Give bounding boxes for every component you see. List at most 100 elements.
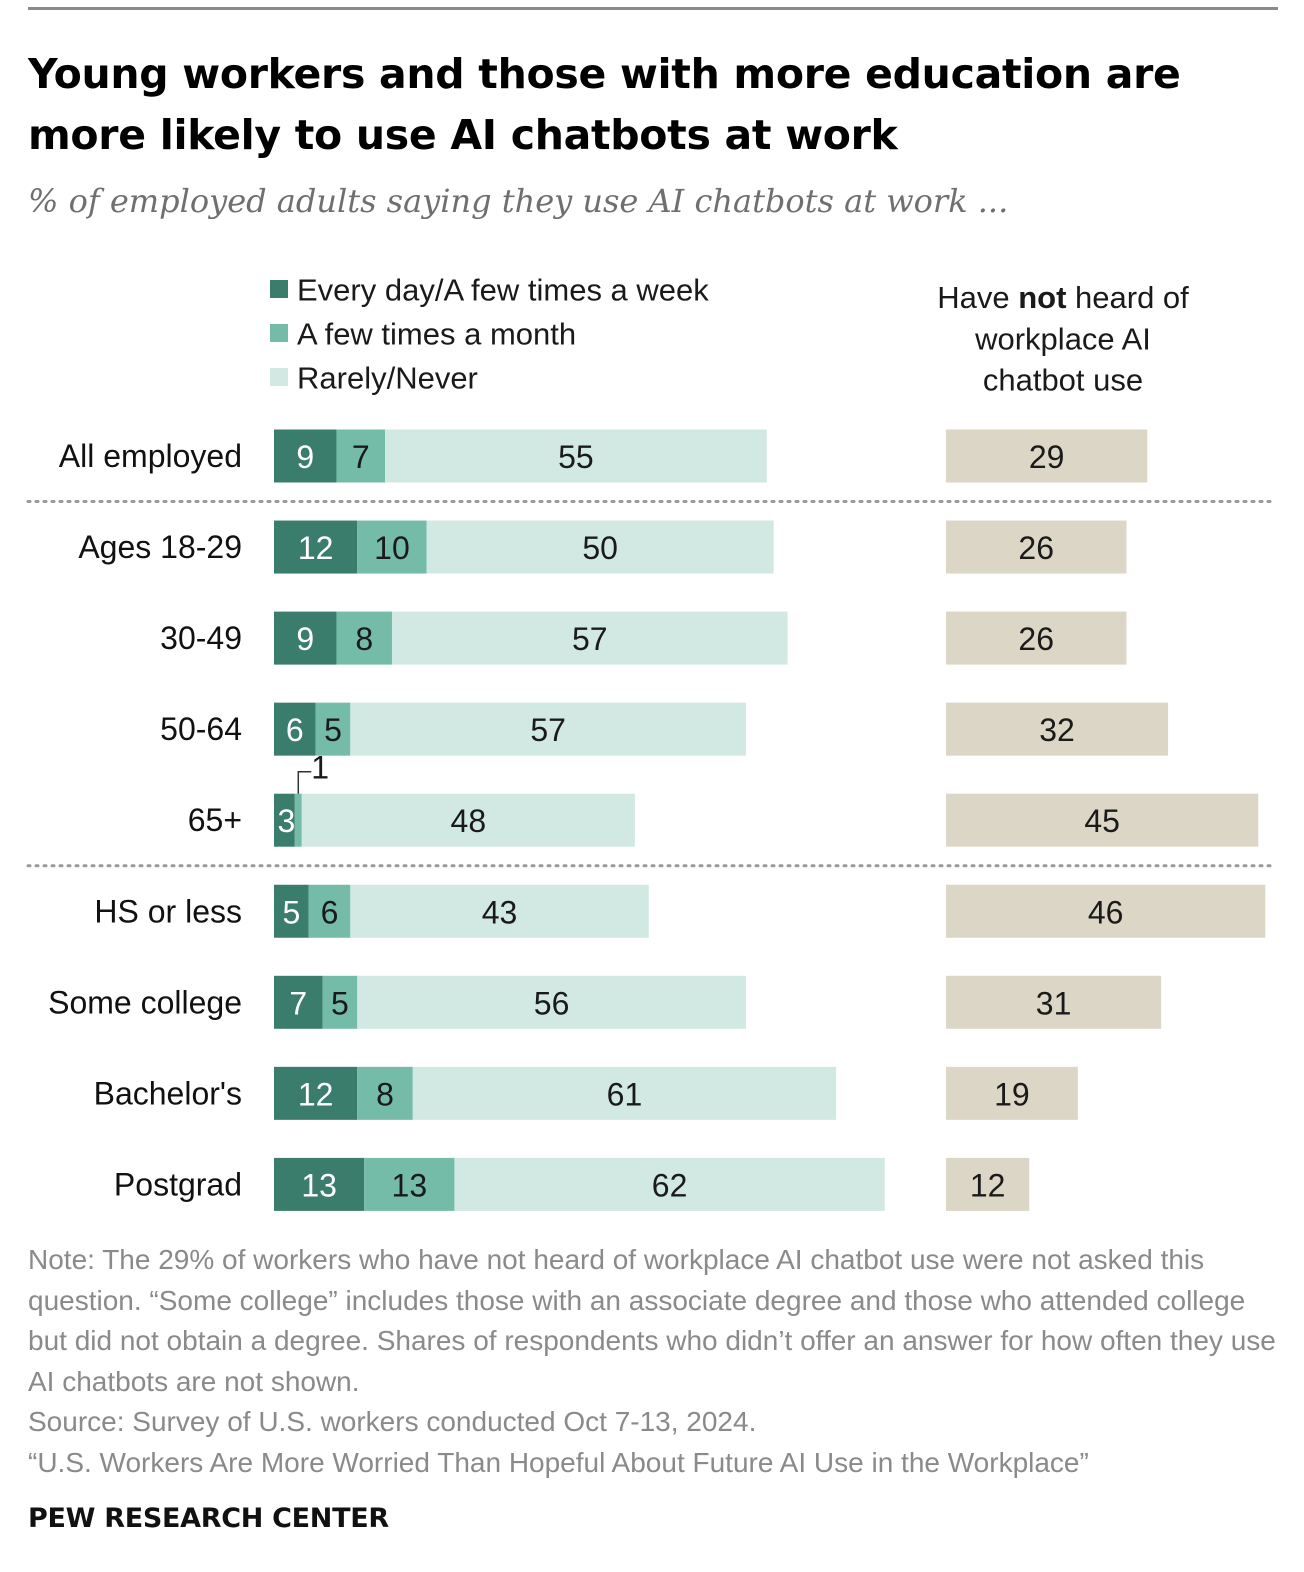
bar-segment-1 [274,884,309,938]
brand-logo-text: PEW RESEARCH CENTER [28,1503,389,1534]
not-heard-value-label: 26 [1018,530,1054,566]
column-header-line-2: workplace AI [974,322,1151,357]
bar-segment-3 [350,702,746,756]
legend-label-3: Rarely/Never [297,361,478,396]
note-text: Note: The 29% of workers who have not he… [28,1244,1276,1397]
not-heard-bar [946,429,1148,483]
bar-value-label: 8 [355,621,373,657]
not-heard-value-label: 45 [1084,803,1120,839]
chart-title: Young workers and those with more educat… [28,50,1181,159]
row-label: Bachelor's [94,1075,242,1111]
bar-segment-2 [336,429,386,483]
not-heard-bar [946,884,1266,938]
column-header-line-3: chatbot use [983,363,1143,398]
row-label: All employed [59,438,242,474]
not-heard-value-label: 32 [1039,712,1075,748]
bar-value-label: 13 [392,1167,428,1203]
bar-value-label: 56 [534,985,570,1021]
not-heard-bar [946,702,1169,756]
source-text: Source: Survey of U.S. workers conducted… [28,1406,757,1437]
bar-value-label: 13 [301,1167,337,1203]
bar-segment-2 [308,884,351,938]
not-heard-value-label: 31 [1036,985,1072,1021]
chart-subtitle: % of employed adults saying they use AI … [28,182,1009,220]
bar-value-label: 6 [321,894,339,930]
bar-segment-1 [274,1066,358,1120]
bar-segment-1 [274,429,337,483]
bar-segment-3 [350,884,649,938]
callout-leader-line [297,770,312,794]
row-label: HS or less [94,893,242,929]
legend-swatch-1 [270,280,288,298]
bar-segment-1 [274,520,358,574]
bar-value-label: 55 [558,439,594,475]
row-label: Some college [48,984,242,1020]
bar-value-label: 10 [374,530,410,566]
bar-segment-1 [274,611,337,665]
bar-value-label: 12 [298,530,334,566]
bar-segment-1 [274,975,323,1029]
bar-segment-3 [357,975,746,1029]
bar-value-label: 9 [296,621,314,657]
bar-value-label: 5 [324,712,342,748]
not-heard-bar [946,975,1162,1029]
top-rule [28,7,1278,10]
column-header-part-3: heard of [1066,280,1189,315]
bar-value-label: 3 [278,803,296,839]
bar-segment-3 [426,520,774,574]
not-heard-bar [946,793,1259,847]
row-label: 65+ [188,802,242,838]
bar-segment-3 [391,611,788,665]
not-heard-value-label: 29 [1029,439,1065,475]
bar-value-label: 5 [331,985,349,1021]
legend-label-1: Every day/A few times a week [297,273,709,308]
bar-value-label: 9 [296,439,314,475]
bar-value-label: 7 [289,985,307,1021]
not-heard-value-label: 19 [994,1076,1030,1112]
legend-swatch-2 [270,324,288,342]
bar-value-label: 62 [652,1167,688,1203]
bar-value-label: 7 [352,439,370,475]
not-heard-bar [946,1066,1078,1120]
bar-value-label: 8 [376,1076,394,1112]
bar-segment-2 [336,611,392,665]
bar-segment-3 [412,1066,837,1120]
bar-segment-2 [364,1157,455,1211]
column-header-part-1: Have [937,280,1018,315]
footnote: Note: The 29% of workers who have not he… [28,1240,1278,1483]
bar-value-label: 6 [286,712,304,748]
bar-segment-2 [357,520,427,574]
not-heard-value-label: 46 [1088,894,1124,930]
bar-segment-1 [274,1157,365,1211]
bar-segment-3 [454,1157,885,1211]
bar-segment-2 [357,1066,413,1120]
bar-value-label: 48 [451,803,487,839]
not-heard-value-label: 12 [970,1167,1006,1203]
bar-value-label: 12 [298,1076,334,1112]
not-heard-bar [946,1157,1030,1211]
bar-segment-1 [274,793,295,847]
bar-segment-2 [322,975,358,1029]
column-header-line-1: Have not heard of [937,280,1189,315]
legend-label-2: A few times a month [297,317,576,352]
bar-value-label: 57 [530,712,566,748]
bar-value-label: 5 [282,894,300,930]
bar-value-label: 57 [572,621,608,657]
row-label: 50-64 [160,711,242,747]
bar-segment-1 [274,702,316,756]
column-header-part-2: not [1018,280,1066,315]
row-label: Ages 18-29 [78,529,242,565]
bar-value-label: 61 [607,1076,643,1112]
report-title: “U.S. Workers Are More Worried Than Hope… [28,1446,1089,1478]
row-label: Postgrad [114,1166,242,1202]
stacked-bar-chart: Every day/A few times a week A few times … [26,273,1274,1211]
bar-value-label: 50 [582,530,618,566]
not-heard-value-label: 26 [1018,621,1054,657]
bar-segment-3 [301,793,635,847]
callout-label: 1 [311,750,329,786]
not-heard-bar [946,520,1127,574]
bar-segment-3 [385,429,767,483]
bar-value-label: 43 [482,894,518,930]
bar-segment-2 [294,793,302,847]
row-label: 30-49 [160,620,242,656]
